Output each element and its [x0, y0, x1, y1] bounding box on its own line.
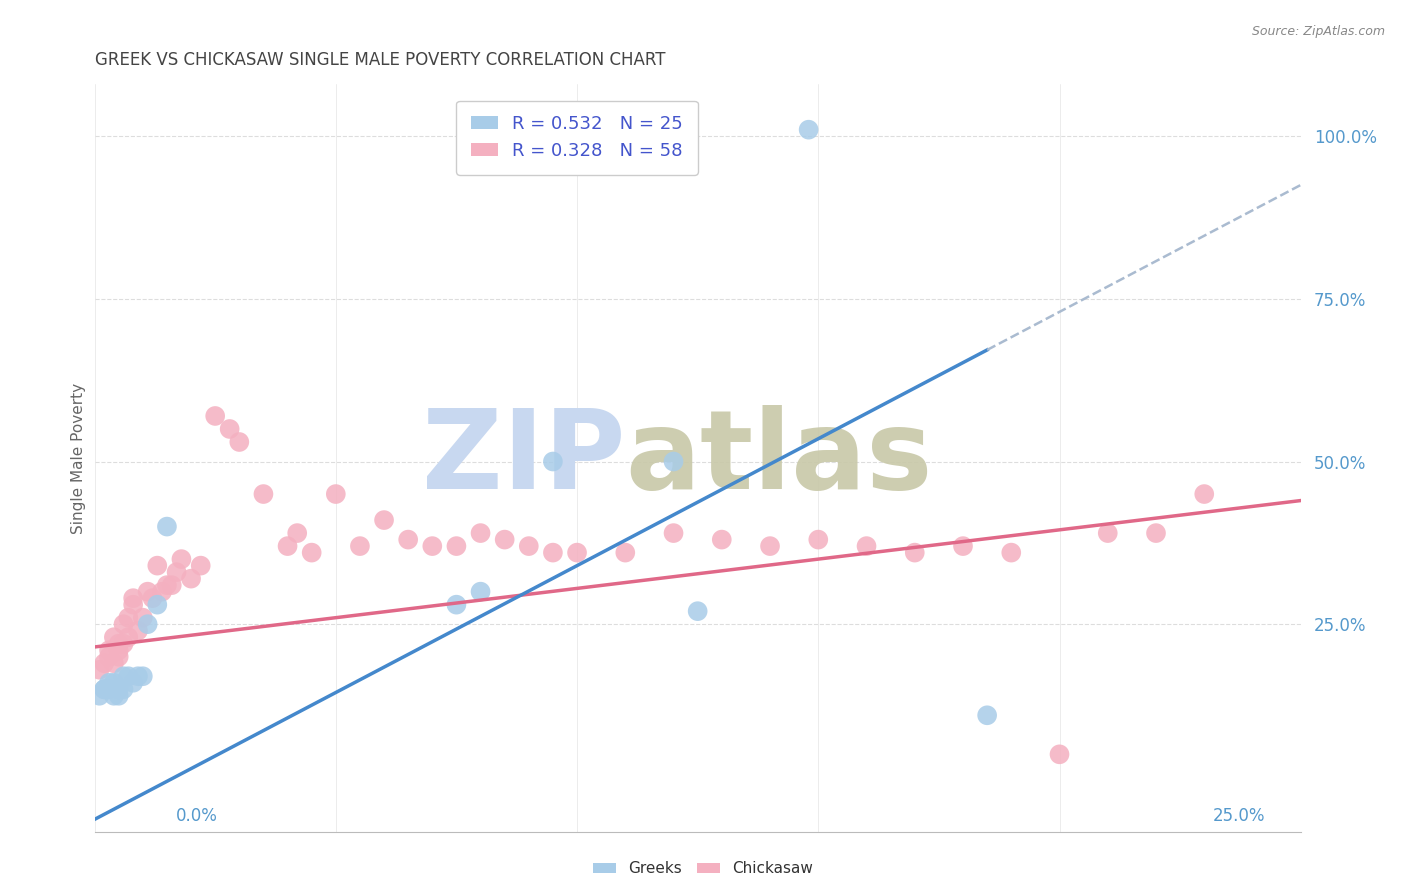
Point [228, 435, 250, 450]
Point [396, 533, 419, 547]
Point [103, 657, 125, 671]
Point [107, 682, 129, 697]
Point [686, 604, 709, 618]
Legend: Greeks, Chickasaw: Greeks, Chickasaw [586, 855, 820, 882]
Point [127, 669, 149, 683]
Point [662, 526, 685, 541]
Point [127, 624, 149, 638]
Point [107, 637, 129, 651]
Point [541, 546, 564, 560]
Point [180, 572, 202, 586]
Point [150, 584, 173, 599]
Point [98, 649, 121, 664]
Point [349, 539, 371, 553]
Point [136, 617, 159, 632]
Point [277, 539, 299, 553]
Point [855, 539, 877, 553]
Point [122, 591, 145, 606]
Point [89, 689, 111, 703]
Text: 25.0%: 25.0% [1213, 806, 1265, 824]
Point [112, 617, 135, 632]
Point [107, 643, 129, 657]
Point [166, 565, 188, 579]
Point [112, 669, 135, 683]
Text: 0.0%: 0.0% [176, 806, 218, 824]
Point [122, 675, 145, 690]
Point [807, 533, 830, 547]
Point [470, 584, 492, 599]
Point [112, 682, 135, 697]
Point [93, 682, 115, 697]
Point [132, 669, 155, 683]
Legend: R = 0.532   N = 25, R = 0.328   N = 58: R = 0.532 N = 25, R = 0.328 N = 58 [457, 101, 697, 175]
Point [204, 409, 226, 423]
Point [218, 422, 240, 436]
Point [446, 598, 468, 612]
Point [301, 546, 323, 560]
Point [325, 487, 347, 501]
Point [1097, 526, 1119, 541]
Point [470, 526, 492, 541]
Text: atlas: atlas [626, 405, 932, 512]
Point [446, 539, 468, 553]
Point [98, 675, 121, 690]
Point [952, 539, 974, 553]
Point [141, 591, 163, 606]
Point [494, 533, 516, 547]
Point [89, 663, 111, 677]
Point [1194, 487, 1216, 501]
Y-axis label: Single Male Poverty: Single Male Poverty [72, 383, 86, 533]
Point [614, 546, 637, 560]
Point [710, 533, 733, 547]
Point [132, 610, 155, 624]
Text: ZIP: ZIP [422, 405, 626, 512]
Point [112, 637, 135, 651]
Point [541, 454, 564, 468]
Point [190, 558, 212, 573]
Point [759, 539, 782, 553]
Point [662, 454, 685, 468]
Point [117, 630, 139, 644]
Point [103, 689, 125, 703]
Point [103, 630, 125, 644]
Point [117, 669, 139, 683]
Point [103, 675, 125, 690]
Point [252, 487, 274, 501]
Point [517, 539, 540, 553]
Point [107, 689, 129, 703]
Point [136, 584, 159, 599]
Point [156, 578, 179, 592]
Point [146, 558, 169, 573]
Text: GREEK VS CHICKASAW SINGLE MALE POVERTY CORRELATION CHART: GREEK VS CHICKASAW SINGLE MALE POVERTY C… [94, 51, 665, 69]
Point [107, 649, 129, 664]
Point [117, 610, 139, 624]
Point [420, 539, 443, 553]
Point [170, 552, 193, 566]
Point [146, 598, 169, 612]
Point [976, 708, 998, 723]
Point [156, 519, 179, 533]
Point [373, 513, 395, 527]
Point [1049, 747, 1071, 762]
Point [93, 682, 115, 697]
Point [122, 598, 145, 612]
Point [98, 682, 121, 697]
Point [1000, 546, 1022, 560]
Text: Source: ZipAtlas.com: Source: ZipAtlas.com [1251, 25, 1385, 38]
Point [797, 122, 820, 136]
Point [904, 546, 927, 560]
Point [93, 657, 115, 671]
Point [1144, 526, 1167, 541]
Point [285, 526, 308, 541]
Point [98, 643, 121, 657]
Point [565, 546, 588, 560]
Point [160, 578, 183, 592]
